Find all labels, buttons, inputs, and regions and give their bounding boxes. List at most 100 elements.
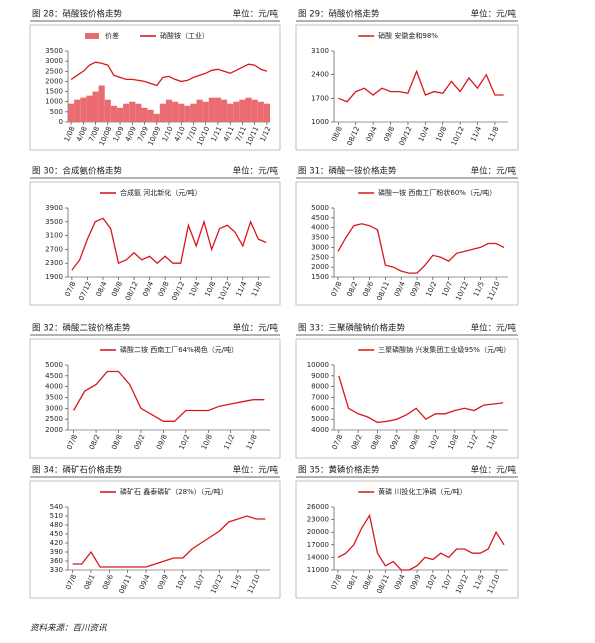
y-tick-label: 1000: [311, 118, 329, 126]
y-tick-label: 7000: [311, 394, 329, 402]
y-tick-label: 4000: [45, 383, 63, 391]
bar: [147, 109, 154, 122]
chart-frame: [295, 338, 519, 459]
y-tick-label: 10000: [307, 361, 329, 369]
x-tick-label: 09/8: [408, 433, 422, 451]
x-tick-label: 08/6: [101, 573, 115, 591]
y-tick-label: 3900: [45, 204, 63, 212]
line-series: [72, 515, 266, 568]
line-series: [338, 69, 504, 103]
unit-label: 单位：元/吨: [471, 166, 517, 177]
y-tick-label: 2300: [45, 259, 63, 267]
x-tick-label: 07/12: [77, 280, 93, 302]
x-tick-label: 09/8: [155, 433, 169, 451]
y-tick-label: 8000: [311, 383, 329, 391]
unit-label: 单位：元/吨: [233, 166, 279, 177]
legend-label: 黄磷 川投化工净磷（元/吨）: [378, 487, 467, 496]
x-tick-label: 11/5: [472, 573, 486, 591]
figure-title: 图 31：磷酸一铵价格走势: [298, 166, 397, 177]
unit-label: 单位：元/吨: [471, 9, 517, 20]
y-tick-label: 5000: [45, 361, 63, 369]
x-tick-label: 08/1: [83, 573, 97, 591]
bar: [239, 99, 246, 122]
x-tick-label: 09/4: [365, 125, 379, 143]
y-tick-label: 4500: [311, 214, 329, 222]
x-tick-label: 11/8: [245, 433, 259, 451]
y-tick-label: 23000: [307, 516, 329, 524]
x-tick-label: 09/9: [156, 573, 170, 591]
x-tick-label: 08/2: [350, 433, 364, 451]
bar: [110, 105, 117, 122]
x-tick-label: 10/8: [434, 125, 448, 143]
x-tick-label: 09/8: [382, 125, 396, 143]
bar: [202, 101, 209, 122]
legend-label: 磷矿石 鑫泰磷矿（28%）（元/吨）: [120, 487, 228, 496]
unit-label: 单位：元/吨: [471, 323, 517, 334]
x-tick-label: 09/12: [170, 280, 186, 302]
x-tick-label: 10/2: [178, 433, 192, 451]
legend-label: 价差: [105, 31, 119, 40]
line-series: [70, 61, 268, 87]
figure-title: 图 29：硝酸价格走势: [298, 9, 380, 20]
x-tick-label: 11/8: [487, 125, 501, 143]
x-tick-label: 11/10: [486, 573, 502, 595]
x-tick-label: 11/10: [486, 280, 502, 302]
y-tick-label: 11000: [307, 566, 329, 574]
x-tick-label: 09/4: [141, 280, 155, 298]
bar: [104, 99, 111, 122]
x-tick-label: 08/1: [345, 573, 359, 591]
bar: [190, 103, 197, 122]
legend-label: 合成氨 河北新化（元/吨）: [120, 188, 202, 197]
x-tick-label: 08/8: [330, 125, 344, 143]
y-tick-label: 2500: [311, 253, 329, 261]
y-tick-label: 1500: [311, 273, 329, 281]
x-tick-label: 10/2: [174, 573, 188, 591]
chart-frame: [295, 181, 519, 306]
chart-frame: [29, 338, 281, 459]
x-tick-label: 11/4: [469, 125, 483, 143]
x-tick-label: 08/2: [345, 280, 359, 298]
y-tick-label: 4500: [45, 372, 63, 380]
bar: [135, 103, 142, 122]
y-tick-label: 2000: [45, 426, 63, 434]
y-tick-label: 420: [50, 539, 63, 547]
x-tick-label: 10/7: [440, 280, 454, 298]
x-tick-label: 08/8: [110, 433, 124, 451]
x-tick-label: 10/12: [217, 280, 233, 302]
y-tick-label: 1900: [45, 273, 63, 281]
x-tick-label: 07/8: [65, 433, 79, 451]
y-tick-label: 1000: [45, 98, 63, 106]
x-tick-label: 11/2: [466, 433, 480, 451]
chart-frame: [29, 181, 281, 306]
x-tick-label: 11/4: [235, 280, 249, 298]
y-tick-label: 3100: [311, 47, 329, 55]
y-tick-label: 500: [50, 108, 63, 116]
x-tick-label: 07/8: [331, 433, 345, 451]
bar: [129, 101, 136, 122]
y-tick-label: 3500: [45, 47, 63, 55]
x-tick-label: 09/2: [133, 433, 147, 451]
x-tick-label: 10/2: [425, 280, 439, 298]
x-tick-label: 08/2: [88, 433, 102, 451]
y-tick-label: 360: [50, 557, 63, 565]
line-series: [71, 217, 267, 271]
bar: [263, 103, 270, 122]
x-tick-label: 09/4: [138, 573, 152, 591]
figure-title: 图 33：三聚磷酸钠价格走势: [298, 323, 406, 334]
bar: [123, 103, 130, 122]
figure-title: 图 32：磷酸二铵价格走势: [32, 323, 131, 334]
legend-swatch: [85, 33, 99, 39]
bar: [141, 107, 148, 122]
x-tick-label: 09/9: [409, 573, 423, 591]
y-tick-label: 17000: [307, 541, 329, 549]
bar: [86, 95, 93, 122]
bar: [233, 101, 240, 122]
x-tick-label: 09/9: [409, 280, 423, 298]
x-tick-label: 08/11: [118, 573, 134, 595]
x-tick-label: 10/2: [425, 573, 439, 591]
y-tick-label: 3500: [311, 234, 329, 242]
bar: [92, 91, 99, 122]
x-tick-label: 08/6: [361, 280, 375, 298]
x-tick-label: 11/8: [485, 433, 499, 451]
y-tick-label: 5000: [311, 204, 329, 212]
